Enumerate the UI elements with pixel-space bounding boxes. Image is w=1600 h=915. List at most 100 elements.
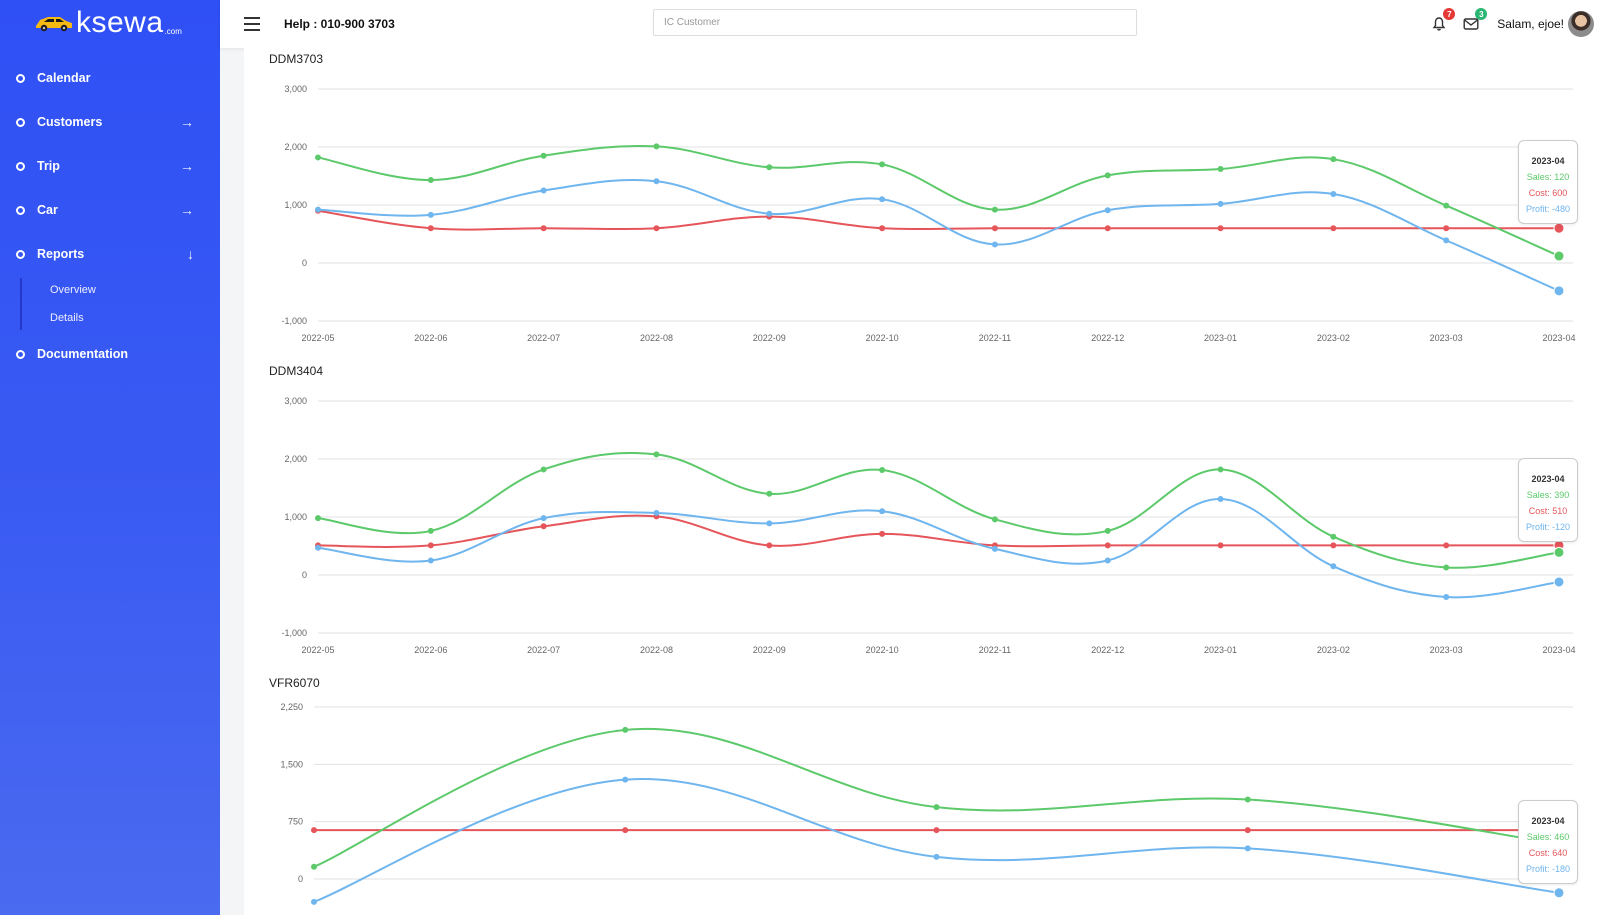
sales-data-point[interactable]	[315, 515, 321, 522]
sales-data-point[interactable]	[427, 527, 434, 534]
profit-data-point[interactable]	[540, 515, 547, 522]
sales-data-point[interactable]	[1330, 533, 1337, 540]
cost-data-point[interactable]	[540, 225, 547, 232]
profit-data-point[interactable]	[933, 853, 940, 860]
profit-data-point[interactable]	[1104, 207, 1111, 214]
profit-data-point[interactable]	[1553, 576, 1565, 588]
sales-data-point[interactable]	[766, 164, 773, 171]
sales-data-point[interactable]	[879, 467, 886, 474]
profit-data-point[interactable]	[1217, 496, 1224, 503]
sales-data-point[interactable]	[879, 161, 886, 168]
y-tick-label: 2,000	[284, 454, 307, 464]
cost-data-point[interactable]	[622, 827, 629, 834]
cost-data-point[interactable]	[1104, 542, 1111, 549]
cost-data-point[interactable]	[427, 225, 434, 232]
profit-data-point[interactable]	[1553, 887, 1565, 899]
sidebar-subitem-overview[interactable]: Overview	[50, 284, 96, 296]
profit-data-point[interactable]	[879, 196, 886, 203]
sales-data-point[interactable]	[1217, 466, 1224, 473]
cost-data-point[interactable]	[1330, 542, 1337, 549]
profit-data-point[interactable]	[879, 508, 886, 515]
sales-data-point[interactable]	[540, 152, 547, 159]
user-avatar[interactable]	[1568, 11, 1594, 37]
sales-data-point[interactable]	[1443, 564, 1450, 571]
x-tick-label: 2022-07	[527, 645, 560, 655]
y-tick-label: -1,000	[281, 628, 307, 638]
brand-logo[interactable]: ksewa .com	[0, 0, 220, 46]
sales-data-point[interactable]	[315, 154, 321, 161]
sales-data-point[interactable]	[991, 206, 998, 213]
sales-data-point[interactable]	[311, 863, 317, 870]
sales-data-point[interactable]	[1553, 546, 1565, 558]
cost-data-point[interactable]	[1244, 827, 1251, 834]
profit-data-point[interactable]	[1443, 237, 1450, 244]
sales-data-point[interactable]	[1104, 527, 1111, 534]
sales-data-point[interactable]	[653, 451, 660, 458]
profit-data-point[interactable]	[622, 776, 629, 783]
profit-data-point[interactable]	[540, 187, 547, 194]
messages-button[interactable]: 3	[1461, 8, 1488, 34]
profit-data-point[interactable]	[1244, 845, 1251, 852]
profit-data-point[interactable]	[427, 211, 434, 218]
profit-data-point[interactable]	[766, 210, 773, 217]
cost-data-point[interactable]	[311, 827, 317, 834]
sales-data-point[interactable]	[1443, 202, 1450, 209]
sales-data-point[interactable]	[1104, 172, 1111, 179]
sales-data-point[interactable]	[1330, 156, 1337, 163]
profit-data-point[interactable]	[1330, 190, 1337, 197]
cost-data-point[interactable]	[1217, 542, 1224, 549]
sidebar-item-documentation[interactable]: Documentation	[0, 332, 220, 376]
hamburger-menu-icon[interactable]	[244, 17, 260, 31]
sales-data-point[interactable]	[653, 143, 660, 150]
cost-data-point[interactable]	[1443, 225, 1450, 232]
cost-data-point[interactable]	[1330, 225, 1337, 232]
cost-series-line	[317, 514, 1559, 548]
profit-data-point[interactable]	[1443, 594, 1450, 601]
cost-data-point[interactable]	[1443, 542, 1450, 549]
sidebar-item-car[interactable]: Car →	[0, 188, 220, 232]
profit-data-point[interactable]	[1553, 285, 1565, 297]
sidebar-item-calendar[interactable]: Calendar	[0, 56, 220, 100]
cost-data-point[interactable]	[933, 827, 940, 834]
sidebar-item-trip[interactable]: Trip →	[0, 144, 220, 188]
sales-data-point[interactable]	[1553, 250, 1565, 262]
profit-data-point[interactable]	[315, 206, 321, 213]
profit-data-point[interactable]	[991, 545, 998, 552]
cost-data-point[interactable]	[766, 542, 773, 549]
profit-data-point[interactable]	[1104, 557, 1111, 564]
profit-data-point[interactable]	[991, 241, 998, 248]
sales-data-point[interactable]	[622, 726, 629, 733]
cost-data-point[interactable]	[1553, 222, 1565, 234]
sales-data-point[interactable]	[766, 490, 773, 497]
profit-data-point[interactable]	[1217, 200, 1224, 207]
profit-data-point[interactable]	[766, 520, 773, 527]
cost-data-point[interactable]	[879, 530, 886, 537]
sidebar-item-customers[interactable]: Customers →	[0, 100, 220, 144]
sidebar-subitem-details[interactable]: Details	[50, 312, 84, 324]
sidebar-item-reports[interactable]: Reports ↓	[0, 232, 220, 276]
notifications-button[interactable]: 7	[1429, 8, 1456, 34]
profit-data-point[interactable]	[311, 898, 317, 905]
sales-data-point[interactable]	[1217, 166, 1224, 173]
profit-data-point[interactable]	[653, 509, 660, 516]
profit-data-point[interactable]	[427, 557, 434, 564]
cost-data-point[interactable]	[427, 542, 434, 549]
cost-data-point[interactable]	[991, 225, 998, 232]
x-tick-label: 2022-06	[414, 333, 447, 343]
sales-data-point[interactable]	[427, 177, 434, 184]
cost-data-point[interactable]	[540, 523, 547, 530]
cost-data-point[interactable]	[1217, 225, 1224, 232]
cost-data-point[interactable]	[879, 225, 886, 232]
sales-data-point[interactable]	[991, 516, 998, 523]
profit-series-line	[313, 777, 1560, 903]
profit-data-point[interactable]	[1330, 563, 1337, 570]
profit-data-point[interactable]	[653, 178, 660, 185]
sales-data-point[interactable]	[933, 804, 940, 811]
sales-data-point[interactable]	[1244, 796, 1251, 803]
cost-data-point[interactable]	[653, 225, 660, 232]
search-input[interactable]	[653, 9, 1137, 36]
sales-series-line	[317, 144, 1560, 257]
sales-data-point[interactable]	[540, 466, 547, 473]
cost-data-point[interactable]	[1104, 225, 1111, 232]
profit-data-point[interactable]	[315, 544, 321, 551]
